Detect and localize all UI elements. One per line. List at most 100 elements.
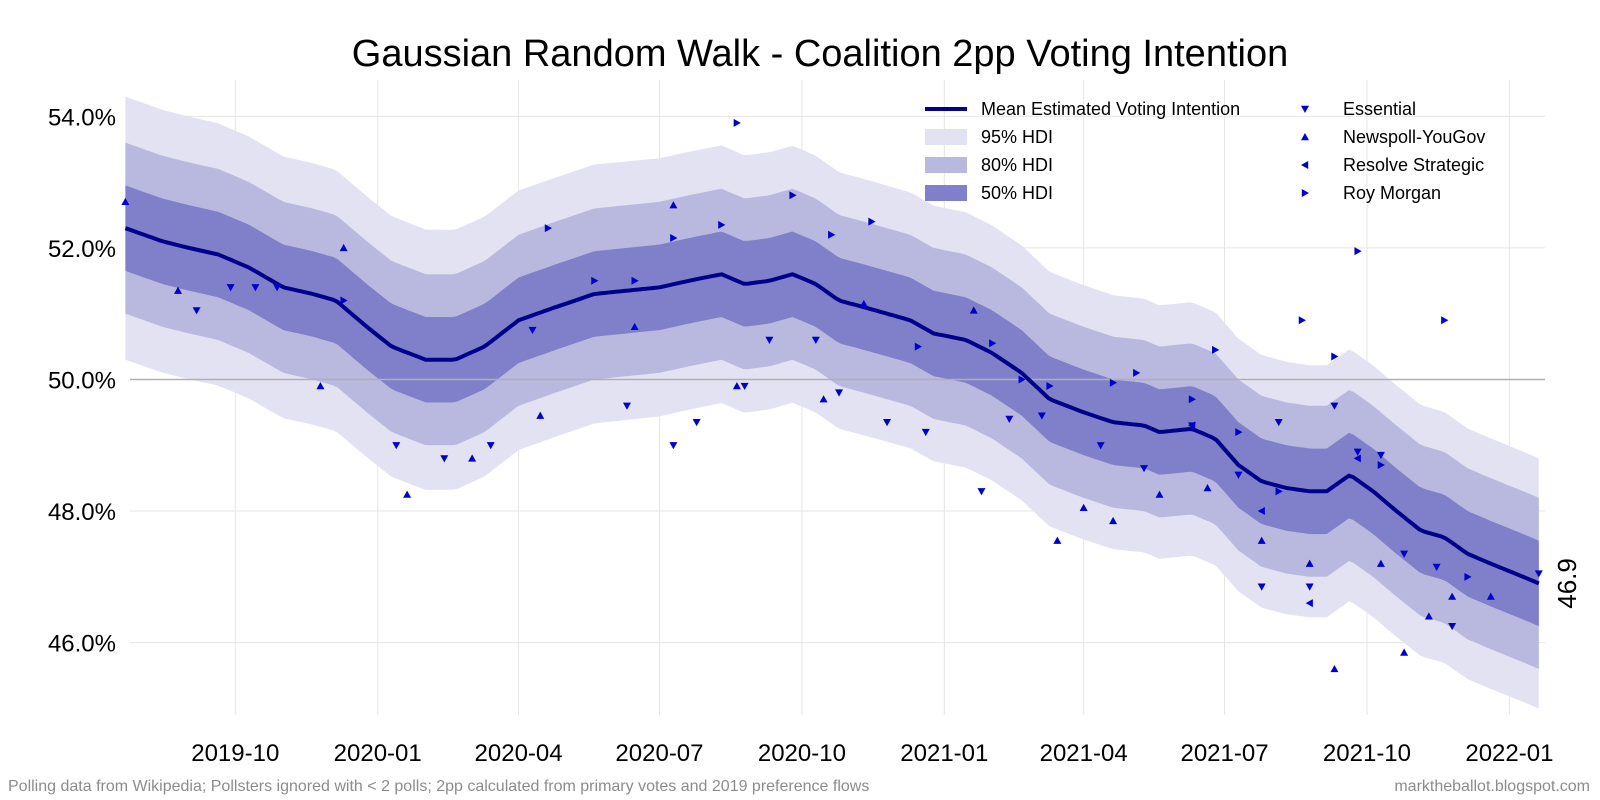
poll-point-essential bbox=[669, 442, 678, 450]
poll-point-newspoll-yougov bbox=[819, 395, 828, 403]
poll-point-roy-morgan bbox=[631, 276, 639, 285]
poll-point-newspoll-yougov bbox=[1155, 490, 1164, 498]
poll-point-essential bbox=[921, 428, 930, 437]
poll-point-newspoll-yougov bbox=[859, 299, 868, 308]
legend-label: Newspoll-YouGov bbox=[1343, 127, 1485, 147]
legend-marker bbox=[1301, 133, 1309, 141]
x-tick-label: 2020-07 bbox=[615, 740, 703, 767]
poll-point-roy-morgan bbox=[789, 191, 797, 200]
poll-point-newspoll-yougov bbox=[1053, 536, 1062, 544]
poll-point-resolve-strategic bbox=[1257, 507, 1265, 516]
hdi-bands bbox=[125, 96, 1539, 709]
x-tick-label: 2021-01 bbox=[900, 740, 988, 767]
poll-point-roy-morgan bbox=[1354, 247, 1362, 256]
x-tick-label: 2020-04 bbox=[475, 740, 563, 767]
poll-point-essential bbox=[1400, 550, 1409, 558]
footer-site: marktheballot.blogspot.com bbox=[1394, 778, 1590, 795]
poll-point-roy-morgan bbox=[1133, 368, 1141, 377]
poll-point-roy-morgan bbox=[670, 234, 678, 243]
mean-line-group bbox=[124, 226, 1540, 586]
poll-point-newspoll-yougov bbox=[969, 306, 978, 314]
poll-point-roy-morgan bbox=[1298, 316, 1306, 325]
x-axis-ticks: 2019-10 2020-01 2020-04 2020-07 2020-10 2021-… bbox=[191, 740, 1553, 767]
poll-point-newspoll-yougov bbox=[669, 201, 678, 209]
poll-point-roy-morgan bbox=[1109, 378, 1118, 387]
x-tick-label: 2021-07 bbox=[1180, 740, 1268, 767]
poll-point-newspoll-yougov bbox=[630, 322, 639, 331]
legend-label: Mean Estimated Voting Intention bbox=[981, 99, 1240, 119]
poll-point-essential bbox=[486, 442, 495, 450]
legend-label: 50% HDI bbox=[981, 183, 1053, 203]
poll-point-essential bbox=[1274, 419, 1283, 427]
mean-line bbox=[124, 226, 1540, 586]
x-tick-label: 2022-01 bbox=[1465, 740, 1553, 767]
poll-point-essential bbox=[392, 442, 401, 450]
x-tick-label: 2021-10 bbox=[1323, 740, 1411, 767]
poll-point-roy-morgan bbox=[1212, 345, 1220, 354]
poll-point-roy-morgan bbox=[591, 276, 599, 285]
poll-point-roy-morgan bbox=[544, 224, 552, 233]
poll-point-essential bbox=[740, 382, 749, 391]
poll-point-essential bbox=[1353, 448, 1362, 456]
poll-point-essential bbox=[1534, 570, 1543, 578]
x-tick-label: 2019-10 bbox=[191, 740, 279, 767]
legend-marker bbox=[1301, 189, 1309, 197]
poll-point-roy-morgan bbox=[1377, 461, 1385, 469]
x-tick-label: 2020-10 bbox=[758, 740, 846, 767]
poll-point-resolve-strategic bbox=[1305, 599, 1313, 608]
poll-point-essential bbox=[251, 284, 260, 292]
poll-point-newspoll-yougov bbox=[1257, 536, 1266, 544]
poll-point-newspoll-yougov bbox=[173, 286, 182, 294]
poll-point-essential bbox=[1037, 412, 1046, 420]
legend-label: 95% HDI bbox=[981, 127, 1053, 147]
poll-point-roy-morgan bbox=[1464, 572, 1472, 581]
band-2 bbox=[125, 185, 1539, 627]
legend-marker bbox=[1301, 105, 1309, 113]
band-0 bbox=[125, 96, 1539, 709]
poll-point-newspoll-yougov bbox=[1486, 592, 1495, 600]
poll-point-essential bbox=[835, 389, 844, 397]
poll-point-newspoll-yougov bbox=[121, 197, 130, 206]
poll-point-roy-morgan bbox=[989, 339, 997, 348]
poll-point-essential bbox=[1234, 471, 1243, 479]
y-tick-label: 46.0% bbox=[48, 631, 116, 658]
poll-point-roy-morgan bbox=[340, 296, 348, 305]
poll-point-roy-morgan bbox=[1235, 428, 1243, 437]
y-tick-label: 52.0% bbox=[48, 236, 116, 263]
poll-point-essential bbox=[1330, 402, 1339, 410]
footer-source: Polling data from Wikipedia; Pollsters i… bbox=[8, 778, 869, 795]
poll-point-roy-morgan bbox=[1275, 487, 1283, 496]
poll-point-essential bbox=[883, 419, 892, 427]
poll-point-newspoll-yougov bbox=[1448, 592, 1457, 600]
poll-point-newspoll-yougov bbox=[1203, 484, 1212, 492]
poll-point-essential bbox=[273, 284, 282, 292]
poll-point-essential bbox=[1140, 465, 1149, 473]
poll-point-essential bbox=[1376, 451, 1385, 460]
poll-point-roy-morgan bbox=[868, 217, 876, 226]
legend-swatch-band bbox=[925, 185, 967, 201]
poll-point-essential bbox=[811, 336, 820, 344]
poll-point-newspoll-yougov bbox=[1079, 503, 1088, 511]
x-tick-label: 2021-04 bbox=[1040, 740, 1128, 767]
poll-point-essential bbox=[1005, 415, 1014, 423]
y-tick-label: 48.0% bbox=[48, 499, 116, 526]
poll-point-essential bbox=[1257, 583, 1266, 591]
legend-marker bbox=[1301, 161, 1309, 169]
poll-point-newspoll-yougov bbox=[1424, 612, 1433, 620]
legend-label: Resolve Strategic bbox=[1343, 155, 1484, 175]
poll-point-newspoll-yougov bbox=[732, 382, 741, 390]
poll-point-essential bbox=[528, 326, 537, 335]
x-tick-label: 2020-01 bbox=[334, 740, 422, 767]
poll-markers bbox=[121, 118, 1543, 673]
poll-point-essential bbox=[1448, 622, 1457, 631]
poll-point-essential bbox=[192, 307, 201, 315]
poll-point-essential bbox=[692, 419, 701, 427]
poll-point-essential bbox=[440, 455, 449, 463]
poll-point-resolve-strategic bbox=[1188, 421, 1196, 430]
poll-point-roy-morgan bbox=[828, 230, 836, 239]
poll-point-roy-morgan bbox=[718, 220, 726, 229]
poll-point-essential bbox=[1305, 583, 1314, 591]
poll-point-essential bbox=[622, 402, 631, 410]
poll-point-roy-morgan bbox=[1018, 375, 1026, 384]
